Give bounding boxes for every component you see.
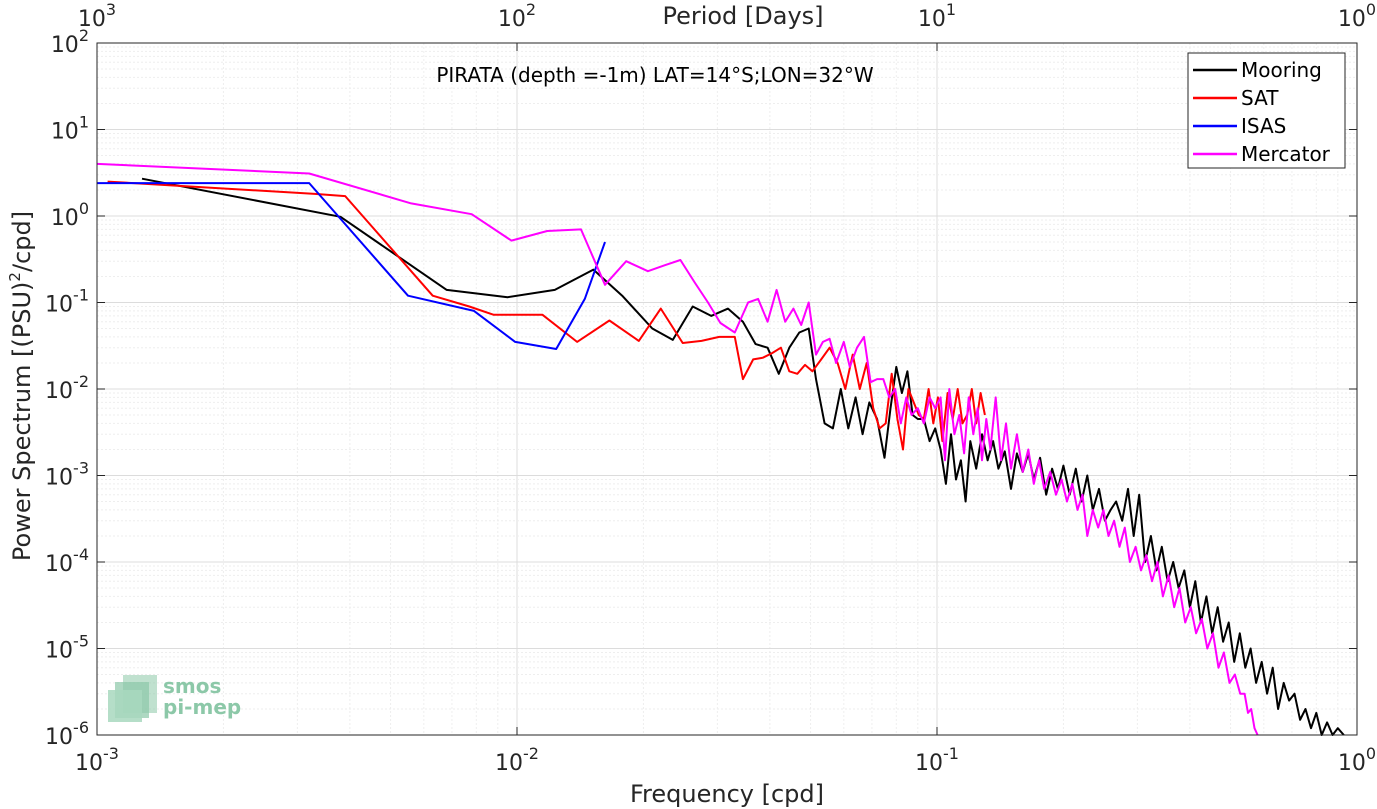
y-tick-label-exp: -1 [73, 286, 89, 305]
y-tick-label: 10-5 [45, 632, 89, 664]
y-tick-label-exp: -5 [73, 632, 89, 651]
chart-title: PIRATA (depth =-1m) LAT=14°S;LON=32°W [436, 63, 874, 87]
x-tick-label-base: 10 [495, 751, 523, 776]
x-tick-label-exp: -3 [103, 744, 119, 763]
top-tick-label-base: 10 [1338, 7, 1366, 32]
logo-text-smos: smos [163, 674, 221, 698]
top-tick-label-base: 10 [498, 7, 526, 32]
y-tick-label: 100 [51, 199, 89, 231]
x-tick-label-exp: -1 [943, 744, 959, 763]
y-tick-label-exp: -4 [73, 545, 89, 564]
y-tick-label: 102 [51, 26, 89, 58]
y-tick-label: 10-6 [45, 718, 89, 750]
y-tick-label: 10-1 [45, 286, 89, 318]
y-axis-title-tail: /cpd] [8, 211, 36, 272]
y-tick-label-exp: 1 [79, 113, 89, 132]
top-tick-label: 100 [1338, 0, 1376, 32]
x-tick-label: 100 [1338, 744, 1376, 776]
y-axis-title: Power Spectrum [(PSU)2/cpd] [6, 211, 36, 561]
x-tick-label-base: 10 [1338, 751, 1366, 776]
top-tick-label-exp: 1 [946, 0, 956, 19]
y-tick-label: 10-2 [45, 372, 89, 404]
y-tick-label: 10-4 [45, 545, 89, 577]
top-tick-label-exp: 2 [526, 0, 536, 19]
legend-label-mercator: Mercator [1241, 142, 1331, 166]
legend-label-isas: ISAS [1241, 114, 1286, 138]
top-tick-label-base: 10 [918, 7, 946, 32]
top-tick-label: 103 [78, 0, 116, 32]
y-tick-label-base: 10 [45, 293, 73, 318]
logo-mark-front [108, 690, 142, 722]
y-tick-label-base: 10 [45, 552, 73, 577]
y-tick-label-base: 10 [45, 725, 73, 750]
y-tick-label-exp: 0 [79, 199, 89, 218]
y-tick-label-exp: -6 [73, 718, 89, 737]
smos-logo: smos pi-mep [108, 674, 241, 722]
y-tick-label-base: 10 [45, 466, 73, 491]
legend-label-sat: SAT [1241, 86, 1279, 110]
logo-text-pimep: pi-mep [163, 695, 241, 719]
x-tick-label-base: 10 [75, 751, 103, 776]
y-tick-label-base: 10 [51, 206, 79, 231]
top-tick-label-base: 10 [78, 7, 106, 32]
series-line-mercator [96, 162, 1259, 736]
y-tick-label-exp: -3 [73, 459, 89, 478]
y-tick-label-exp: 2 [79, 26, 89, 45]
y-tick-label-exp: -2 [73, 372, 89, 391]
top-tick-label: 101 [918, 0, 956, 32]
x-tick-label-exp: -2 [523, 744, 539, 763]
top-tick-label-exp: 3 [106, 0, 116, 19]
legend-label-mooring: Mooring [1241, 58, 1322, 82]
legend: Mooring SAT ISAS Mercator [1187, 52, 1346, 169]
x-tick-label: 10-3 [75, 744, 119, 776]
y-axis-title-main: Power Spectrum [(PSU) [8, 282, 36, 561]
y-tick-label-base: 10 [51, 120, 79, 145]
y-tick-label: 10-3 [45, 459, 89, 491]
y-axis-title-sup: 2 [6, 272, 24, 282]
x-axis-title: Frequency [cpd] [630, 780, 824, 808]
y-tick-label-base: 10 [45, 639, 73, 664]
series-group [96, 162, 1345, 736]
y-tick-label-base: 10 [45, 379, 73, 404]
x-tick-label: 10-2 [495, 744, 539, 776]
x-tick-label: 10-1 [915, 744, 959, 776]
top-axis-title: Period [Days] [662, 2, 823, 30]
x-tick-label-exp: 0 [1366, 744, 1376, 763]
legend-box [1187, 52, 1346, 169]
y-tick-label-base: 10 [51, 33, 79, 58]
x-tick-label-base: 10 [915, 751, 943, 776]
series-line-isas [97, 182, 606, 350]
y-tick-label: 101 [51, 113, 89, 145]
top-tick-label-exp: 0 [1366, 0, 1376, 19]
top-tick-label: 102 [498, 0, 536, 32]
